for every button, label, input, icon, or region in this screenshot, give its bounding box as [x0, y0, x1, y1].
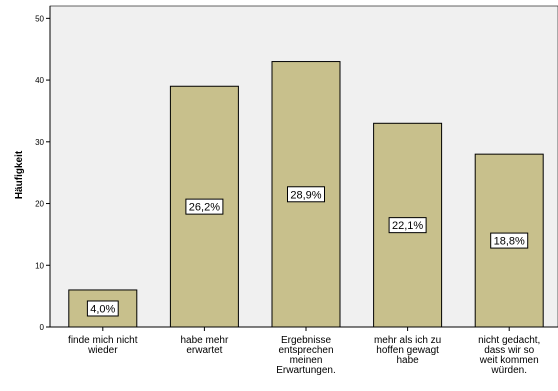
- y-axis: 0 10 20 30 40 50: [35, 6, 51, 332]
- data-label-text: 26,2%: [189, 202, 220, 214]
- data-label-text: 4,0%: [90, 303, 115, 315]
- data-label-box: [185, 198, 224, 215]
- x-tick-label: habe mehr erwartet: [180, 335, 228, 356]
- y-tick-label: 0: [40, 323, 45, 332]
- data-label: 26,2%: [185, 198, 224, 215]
- data-label-box: [86, 300, 119, 317]
- x-tick-label: Ergebnisse entsprechen meinen Erwartungen.: [276, 335, 335, 376]
- y-tick-label: 20: [35, 200, 44, 209]
- data-label-box: [388, 217, 427, 234]
- data-label: 4,0%: [86, 300, 119, 317]
- data-label-box: [490, 232, 529, 249]
- data-label-text: 18,8%: [494, 236, 525, 248]
- y-tick-label: 30: [35, 138, 44, 147]
- bars: 4,0% 26,2% 28,9% 22,1% 18,8%: [68, 61, 544, 328]
- data-label: 18,8%: [490, 232, 529, 249]
- x-axis: finde mich nicht wieder habe mehr erwartet E…: [50, 326, 558, 376]
- x-tick-label: nicht gedacht, dass wir so weit kommen würd…: [478, 335, 540, 376]
- x-tick-label: mehr als ich zu hoffen gewagt habe: [374, 335, 441, 366]
- y-tick-label: 50: [35, 14, 44, 23]
- y-axis-label: Häufigkeit: [14, 150, 25, 199]
- data-label: 28,9%: [287, 186, 325, 203]
- data-label-box: [287, 186, 325, 203]
- data-label: 22,1%: [388, 217, 427, 234]
- y-tick-label: 40: [35, 76, 44, 85]
- data-label-text: 28,9%: [290, 189, 321, 201]
- data-label-text: 22,1%: [392, 220, 423, 232]
- y-tick-label: 10: [35, 261, 44, 270]
- x-tick-label: finde mich nicht wieder: [68, 335, 138, 356]
